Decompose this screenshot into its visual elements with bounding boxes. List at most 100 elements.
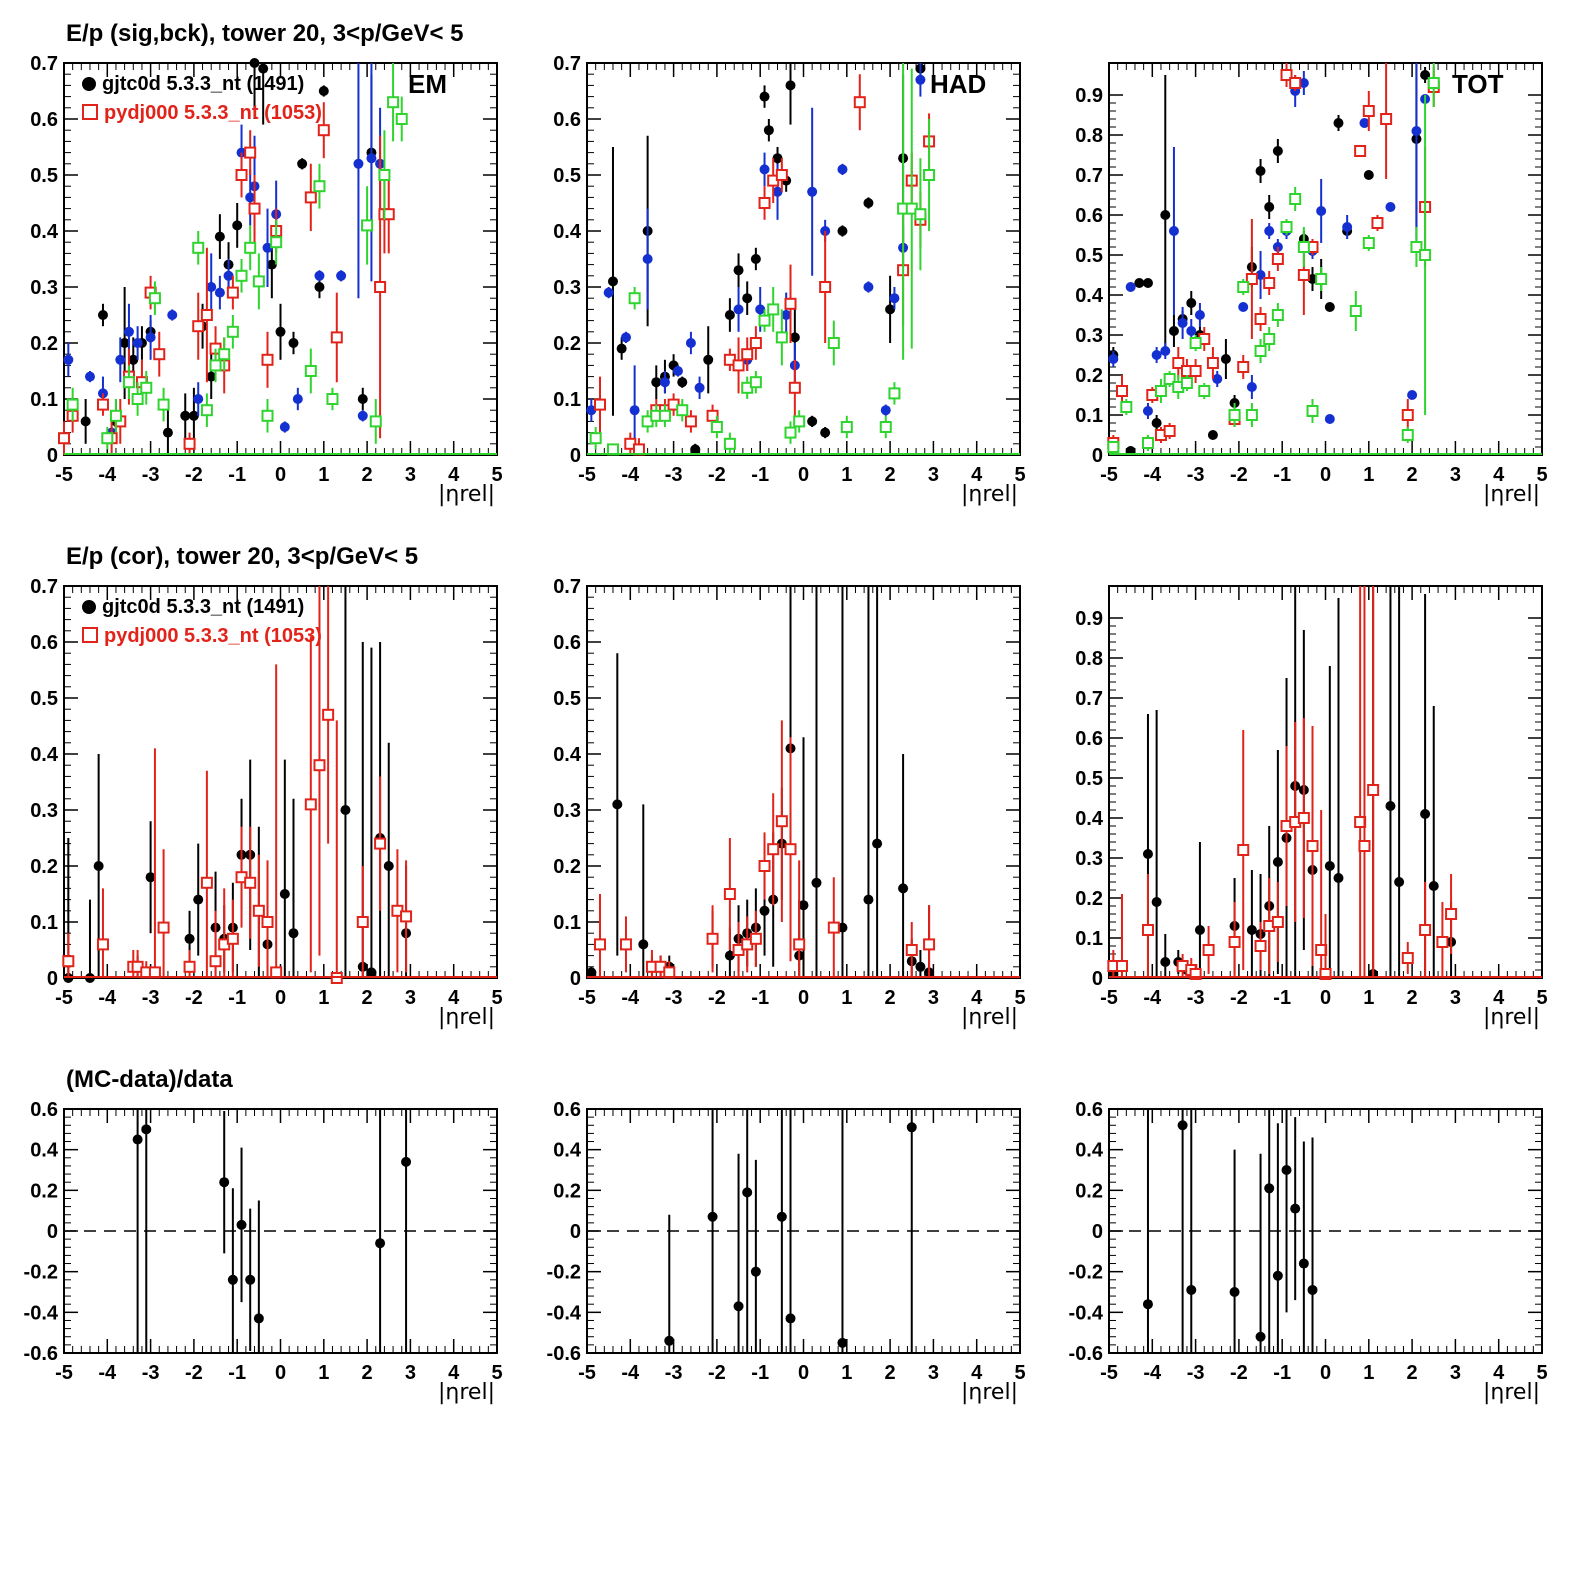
data-point [123, 326, 134, 337]
data-point [63, 354, 74, 365]
data-point [1142, 406, 1153, 416]
y-tick-label: 0.1 [30, 912, 58, 934]
data-point-square [244, 876, 257, 889]
y-tick-label: 0.5 [1075, 245, 1103, 267]
data-point [1333, 873, 1344, 883]
data-point-square [749, 932, 762, 945]
data-point [180, 410, 191, 421]
data-point [1342, 222, 1353, 232]
x-tick-label: -3 [142, 1362, 160, 1384]
data-point [266, 259, 277, 270]
data-point [863, 894, 874, 905]
y-tick-label: 0.6 [30, 1099, 58, 1121]
y-tick-label: -0.4 [547, 1302, 582, 1324]
x-axis-label: |ηrel| [961, 1380, 1018, 1405]
data-point-square [723, 437, 736, 450]
data-point [898, 883, 909, 894]
data-point-square [853, 96, 866, 109]
data-point [1281, 1165, 1292, 1175]
data-point [206, 282, 217, 292]
y-tick-label: 0.8 [1075, 125, 1103, 147]
data-point [1151, 350, 1162, 360]
data-point-square [226, 932, 239, 945]
data-point-square [1445, 908, 1458, 920]
data-point-square [628, 292, 641, 305]
data-point-square [378, 169, 391, 181]
x-tick-label: -4 [621, 987, 640, 1009]
data-point-square [684, 415, 697, 428]
chart-ratio-tot: -5 -4 -3 -2 -1 0 1 2 3 4 5|ηrel| -0.6 -0.4 -0.2 0 0.2 0.… [1069, 1099, 1548, 1405]
y-tick-label: -0.2 [547, 1262, 581, 1284]
x-axis-label: |ηrel| [438, 1005, 495, 1030]
legend-marker-square [82, 627, 98, 643]
data-point [1194, 925, 1205, 935]
data-point [742, 293, 753, 304]
data-point-square [1289, 193, 1302, 205]
data-point-square [1371, 217, 1384, 229]
data-point-square [1297, 812, 1310, 824]
y-tick-label: 0.6 [553, 632, 581, 654]
data-point-square [209, 955, 222, 968]
data-point [1298, 1258, 1309, 1269]
data-point [1255, 1331, 1266, 1342]
data-point-square [369, 415, 382, 428]
x-tick-label: 2 [362, 1362, 373, 1384]
data-point [607, 276, 618, 287]
data-point [694, 382, 705, 393]
data-point [915, 74, 926, 85]
data-point-square [1354, 145, 1367, 157]
y-tick-label: 0.2 [1075, 365, 1103, 387]
y-tick-label: -0.4 [1069, 1302, 1104, 1324]
data-point-square [758, 314, 771, 327]
data-point-square [619, 938, 632, 951]
data-point [132, 1134, 143, 1145]
x-tick-label: 3 [1450, 464, 1461, 486]
data-point-square [218, 348, 231, 361]
data-point-square [706, 932, 719, 945]
chart-ratio-had: -5 -4 -3 -2 -1 0 1 2 3 4 5|ηrel| -0.6 -0.4 -0.2 0 0.2 0.… [547, 1099, 1026, 1405]
x-tick-label: -4 [621, 1362, 640, 1384]
data-point-square [1245, 273, 1258, 285]
y-tick-label: 0.2 [553, 1180, 581, 1202]
y-tick-label: 0.6 [553, 1099, 581, 1121]
data-point-square [200, 309, 213, 321]
x-tick-label: 3 [1450, 987, 1461, 1009]
data-point-square [1107, 441, 1120, 453]
data-point-square [131, 393, 144, 405]
data-point [1298, 78, 1309, 88]
y-tick-label: 0.1 [30, 389, 58, 411]
x-tick-label: 5 [1536, 464, 1547, 486]
legend-entry-mc: pydj000 5.3.3_nt (1053) [82, 102, 322, 125]
y-tick-label: 0.4 [1075, 1140, 1104, 1162]
data-point [837, 164, 848, 175]
data-point-square [1401, 409, 1414, 421]
data-point-square [1271, 916, 1284, 928]
data-point [616, 343, 627, 354]
data-point [603, 287, 614, 298]
data-point-square [749, 376, 762, 389]
data-point-square [1297, 241, 1310, 253]
series-dots [1142, 1109, 1318, 1353]
data-point [145, 332, 156, 343]
y-tick-label: -0.2 [1069, 1262, 1103, 1284]
y-tick-label: 0.9 [1075, 608, 1103, 630]
y-tick-label: 0 [47, 1221, 58, 1243]
data-point [872, 838, 883, 849]
x-axis-label: |ηrel| [961, 482, 1018, 507]
x-tick-label: 2 [1407, 464, 1418, 486]
data-point [1316, 206, 1327, 216]
data-point-square [1319, 968, 1332, 980]
y-tick-label: 0 [570, 1221, 581, 1243]
data-point [353, 158, 364, 169]
data-point-square [261, 916, 274, 928]
y-tick-label: 0.6 [30, 632, 58, 654]
data-point [1220, 354, 1231, 364]
y-tick-label: -0.4 [24, 1302, 59, 1324]
data-point-square [1263, 333, 1276, 345]
x-tick-label: 0 [798, 1362, 809, 1384]
legend-label-mc: pydj000 5.3.3_nt (1053) [104, 102, 322, 124]
y-tick-label: 0 [1092, 968, 1103, 990]
x-tick-label: -5 [578, 464, 596, 486]
x-tick-label: 4 [971, 464, 983, 486]
data-point [811, 877, 822, 888]
